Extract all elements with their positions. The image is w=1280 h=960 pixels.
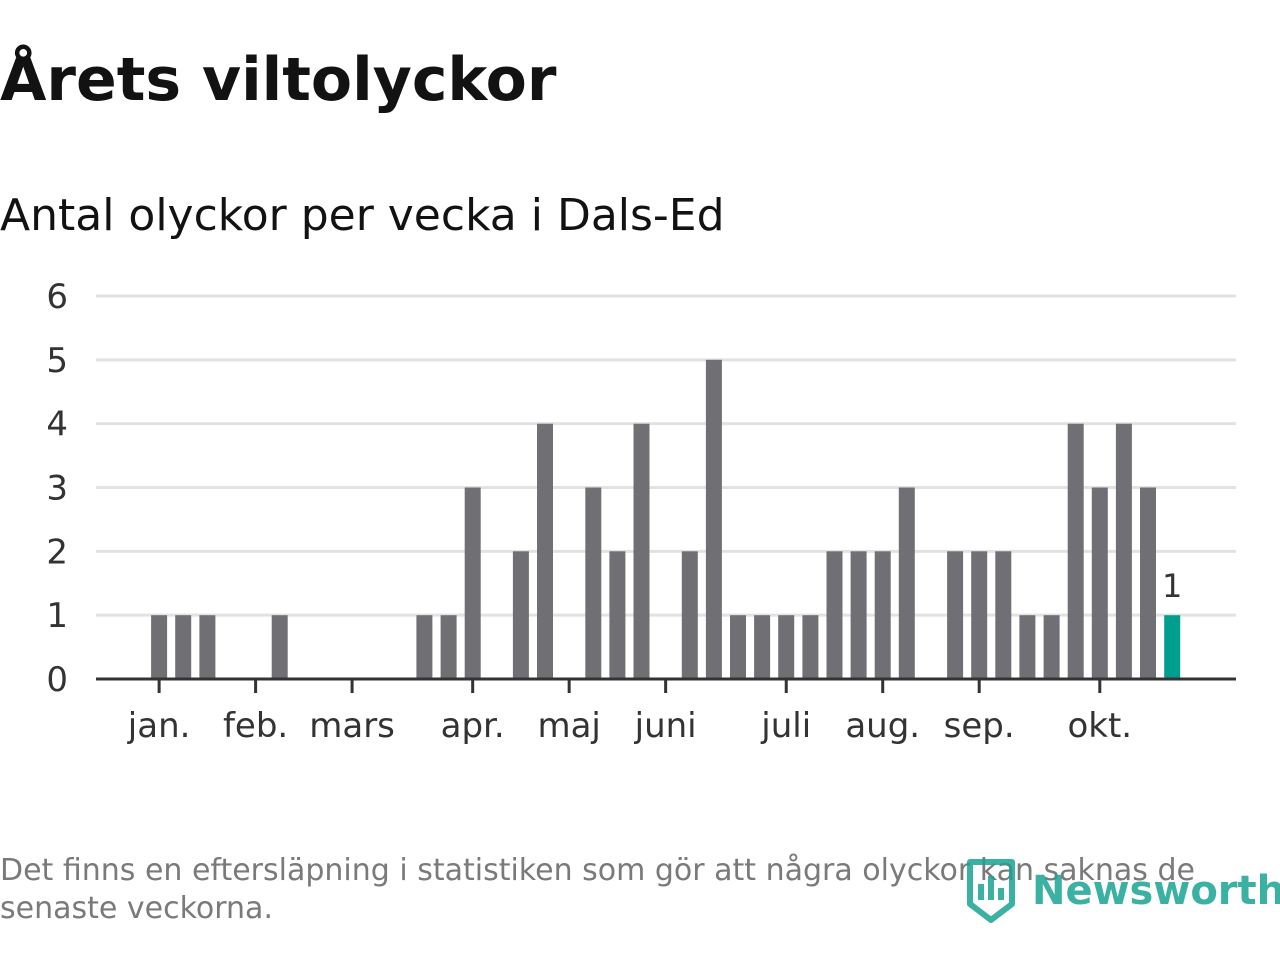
bar: [826, 551, 843, 679]
bar: [199, 615, 216, 679]
x-tick-label: feb.: [223, 706, 288, 746]
x-tick-label: mars: [309, 706, 395, 746]
bar: [271, 615, 288, 679]
y-tick-label: 1: [46, 596, 68, 636]
y-tick-label: 3: [46, 469, 68, 509]
bar: [681, 551, 698, 679]
data-labels: 1: [1162, 567, 1182, 605]
bar: [1019, 615, 1036, 679]
highlight-value-label: 1: [1162, 567, 1182, 605]
bar: [705, 359, 722, 679]
bar: [730, 615, 746, 679]
chart-subtitle: Antal olyckor per vecka i Dals-Ed: [0, 190, 725, 241]
bar: [464, 487, 481, 679]
bar: [778, 615, 795, 679]
x-tick-label: sep.: [944, 706, 1015, 746]
grid-lines: [96, 294, 1236, 617]
bar: [609, 551, 626, 679]
newsworthy-logo: Newsworthy: [966, 858, 1280, 924]
y-tick-label: 2: [46, 532, 68, 572]
y-tick-label: 0: [46, 660, 68, 700]
x-tick-label: maj: [537, 706, 600, 746]
bar: [1067, 423, 1084, 679]
bar: [802, 615, 819, 679]
y-tick-label: 5: [46, 341, 68, 381]
bar: [874, 551, 891, 679]
footnote: Det finns en eftersläpning i statistiken…: [0, 853, 1195, 926]
bar: [754, 615, 771, 679]
y-tick-label: 4: [46, 405, 68, 445]
x-tick-label: apr.: [441, 706, 505, 746]
bar: [1140, 487, 1156, 679]
bar-chart: 0 1 2 3 4 5 6 jan. feb. mars apr. maj juni juli aug. s…: [46, 277, 1236, 746]
bar: [537, 423, 553, 679]
bar: [151, 615, 168, 679]
bar: [175, 615, 192, 679]
bar-highlight: [1164, 615, 1181, 679]
bar: [633, 423, 650, 679]
x-axis-labels: jan. feb. mars apr. maj juni juli aug. sep. okt.: [127, 706, 1132, 746]
bar: [971, 551, 988, 679]
bar: [850, 551, 867, 679]
x-tick-label: juni: [634, 706, 697, 746]
newsworthy-logo-icon: [967, 859, 1015, 923]
y-tick-label: 6: [46, 277, 68, 317]
bar: [512, 551, 529, 679]
bar: [995, 551, 1012, 679]
bar: [440, 615, 457, 679]
bars: [151, 359, 1181, 679]
x-tick-label: aug.: [845, 706, 920, 746]
bar: [1043, 615, 1060, 679]
x-axis: [96, 677, 1236, 693]
bar: [585, 487, 602, 679]
bar: [1091, 487, 1108, 679]
x-tick-label: okt.: [1067, 706, 1132, 746]
bar: [947, 551, 964, 679]
bar: [416, 615, 433, 679]
x-tick-label: jan.: [127, 706, 191, 746]
bar: [898, 487, 915, 679]
chart-title: Årets viltolyckor: [0, 45, 557, 115]
newsworthy-logo-text: Newsworthy: [1032, 868, 1280, 914]
bar: [1115, 423, 1132, 679]
y-axis-labels: 0 1 2 3 4 5 6: [46, 277, 68, 700]
x-tick-label: juli: [760, 706, 811, 746]
